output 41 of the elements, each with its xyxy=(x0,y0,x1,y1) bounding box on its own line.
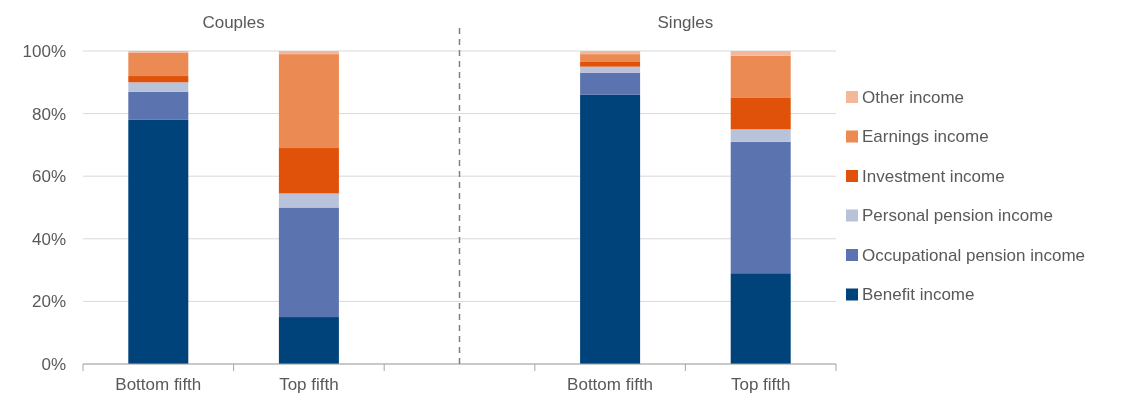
bar xyxy=(730,141,791,274)
bar xyxy=(580,51,641,55)
x-tick-label: Bottom fifth xyxy=(115,375,202,394)
bar xyxy=(128,52,189,77)
legend-label: Benefit income xyxy=(862,285,975,305)
legend-label: Earnings income xyxy=(862,127,989,147)
y-tick-label: 0% xyxy=(41,354,66,374)
bar xyxy=(278,54,339,149)
text: Singles xyxy=(657,13,714,32)
bar xyxy=(128,119,189,364)
y-tick-label: 40% xyxy=(31,229,66,249)
bar xyxy=(128,82,189,92)
bar xyxy=(580,66,641,73)
bar xyxy=(730,55,791,98)
legend-label: Investment income xyxy=(862,166,1005,186)
bar xyxy=(580,61,641,67)
bar xyxy=(278,51,339,55)
bar xyxy=(730,273,791,364)
legend-label: Personal pension income xyxy=(862,206,1053,226)
text: Couples xyxy=(202,13,265,32)
bar xyxy=(128,91,189,120)
bar xyxy=(278,207,339,318)
y-tick-label: 60% xyxy=(31,167,66,187)
x-tick-label: Top fifth xyxy=(730,375,791,394)
y-tick-label: 80% xyxy=(31,104,66,124)
bar xyxy=(580,72,641,95)
x-tick-label: Bottom fifth xyxy=(567,375,654,394)
legend-label: Other income xyxy=(862,87,965,107)
y-tick-label: 100% xyxy=(22,41,66,61)
bar xyxy=(278,317,339,364)
bar xyxy=(580,94,641,364)
bar xyxy=(278,193,339,208)
bar xyxy=(730,129,791,142)
bar xyxy=(730,97,791,130)
bar xyxy=(730,51,791,56)
y-tick-label: 20% xyxy=(31,292,66,312)
bar xyxy=(580,54,641,62)
x-tick-label: Top fifth xyxy=(279,375,339,394)
bar xyxy=(128,76,189,83)
legend-label: Occupational pension income xyxy=(862,245,1086,265)
bar xyxy=(278,148,339,194)
